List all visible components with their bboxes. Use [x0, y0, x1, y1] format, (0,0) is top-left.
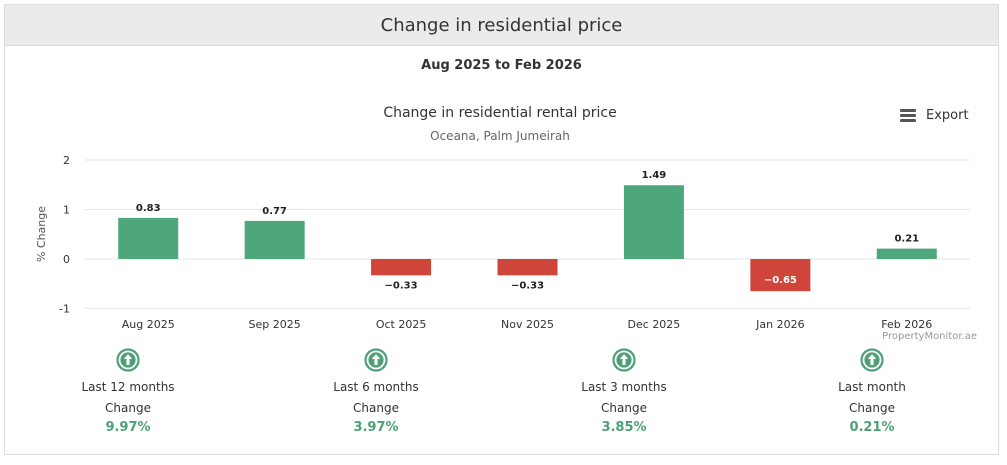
credit-link[interactable]: PropertyMonitor.ae [882, 331, 977, 342]
data-label: −0.33 [385, 280, 418, 291]
y-tick-label: 2 [63, 154, 70, 167]
summary-label: Change [601, 401, 647, 415]
summary-last-6-months: Last 6 months Change 3.97% [296, 348, 456, 435]
summary-value: 3.97% [353, 420, 399, 435]
bar [244, 220, 305, 259]
menu-icon [900, 109, 916, 122]
data-label: 0.21 [894, 234, 919, 245]
y-tick-label: 0 [63, 253, 70, 266]
chart-title: Change in residential rental price [383, 105, 617, 121]
panel-title: Change in residential price [5, 5, 998, 46]
up-arrow-circle-icon [860, 348, 884, 372]
summary-label: Change [849, 401, 895, 415]
summary-label: Change [105, 401, 151, 415]
summary-period: Last month [838, 380, 906, 394]
bar [118, 217, 179, 259]
export-button[interactable]: Export [900, 108, 969, 123]
summary-period: Last 3 months [581, 380, 667, 394]
bar [750, 259, 811, 292]
data-label: 0.77 [262, 206, 287, 217]
bar [371, 259, 432, 276]
up-arrow-circle-icon [364, 348, 388, 372]
summary-value: 0.21% [849, 420, 895, 435]
x-tick-label: Jan 2026 [755, 318, 804, 331]
export-label: Export [926, 108, 969, 123]
summary-last-month: Last month Change 0.21% [792, 348, 952, 435]
summary-period: Last 12 months [81, 380, 175, 394]
bar [497, 259, 558, 276]
x-tick-label: Oct 2025 [376, 318, 427, 331]
date-range: Aug 2025 to Feb 2026 [421, 58, 582, 73]
summary-value: 3.85% [601, 420, 647, 435]
x-tick-label: Nov 2025 [501, 318, 554, 331]
x-tick-label: Feb 2026 [881, 318, 932, 331]
chart-subtitle: Oceana, Palm Jumeirah [430, 129, 570, 143]
summary-value: 9.97% [105, 420, 151, 435]
summary-label: Change [353, 401, 399, 415]
x-tick-label: Dec 2025 [628, 318, 681, 331]
x-tick-label: Aug 2025 [122, 318, 175, 331]
y-tick-label: 1 [63, 204, 70, 217]
summary-last-3-months: Last 3 months Change 3.85% [544, 348, 704, 435]
bar [876, 248, 937, 259]
y-tick-label: -1 [59, 303, 70, 316]
up-arrow-circle-icon [612, 348, 636, 372]
data-label: −0.65 [764, 275, 797, 286]
data-label: −0.33 [511, 280, 544, 291]
bar-chart: 2 1 0 -1 % Change 0.83 Aug 2025 0.77 Sep 2025 −0.… [35, 154, 970, 331]
data-label: 1.49 [642, 170, 667, 181]
y-axis-label: % Change [35, 206, 48, 262]
summary-period: Last 6 months [333, 380, 419, 394]
data-label: 0.83 [136, 203, 161, 214]
up-arrow-circle-icon [116, 348, 140, 372]
bar [623, 185, 684, 259]
summary-last-12-months: Last 12 months Change 9.97% [48, 348, 208, 435]
x-tick-label: Sep 2025 [249, 318, 301, 331]
